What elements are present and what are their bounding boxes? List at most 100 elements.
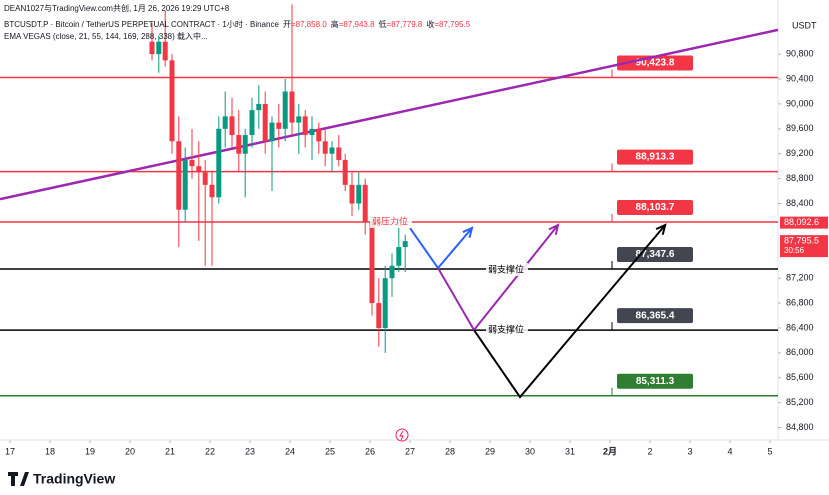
y-tick-label: 88,400 <box>786 198 814 208</box>
ohlc-value: 87,779.8 <box>391 20 423 29</box>
candle-body <box>269 122 275 142</box>
candle-body <box>182 159 188 210</box>
x-tick-label: 30 <box>525 446 535 456</box>
candle-body <box>156 41 162 55</box>
arrow-head <box>655 223 667 235</box>
x-tick-label: 20 <box>125 446 135 456</box>
level-label: 88,913.3 <box>636 152 675 163</box>
ohlc-key: 低 <box>378 20 387 29</box>
candle-body <box>229 116 235 136</box>
logo-mark <box>8 472 29 486</box>
level-label-box <box>617 199 693 215</box>
candle-body <box>236 135 242 154</box>
axis-price-label: 87,795.5 <box>784 236 819 246</box>
candle-body <box>149 41 155 55</box>
event-icon <box>395 428 409 442</box>
ohlc-eq: = <box>386 20 392 29</box>
candle-body <box>162 41 168 61</box>
x-tick-label: 18 <box>45 446 55 456</box>
ohlc-eq: = <box>434 20 439 29</box>
level-label-box <box>617 308 693 324</box>
candle-body <box>396 247 402 266</box>
x-tick-label: 2月 <box>603 446 617 456</box>
annotation-bg <box>370 215 412 228</box>
y-tick-label: 88,800 <box>786 173 814 183</box>
header-indicator: EMA VEGAS (close, 21, 55, 144, 169, 288,… <box>4 32 208 41</box>
candle-body <box>242 135 248 154</box>
candle-body <box>189 159 195 167</box>
ohlc-eq: = <box>290 20 296 29</box>
event-icon-bolt <box>399 430 404 441</box>
y-tick-label: 84,800 <box>786 422 814 432</box>
x-tick-label: 25 <box>325 446 335 456</box>
annotation-bg <box>486 323 528 336</box>
level-label: 88,103.7 <box>636 202 675 213</box>
candle-body <box>296 116 302 123</box>
level-label: 87,347.6 <box>636 249 675 260</box>
x-tick-label: 27 <box>405 446 415 456</box>
ohlc-value: 87,795.5 <box>439 20 471 29</box>
ohlc-key: 高 <box>330 20 339 29</box>
candle-body <box>176 141 182 210</box>
currency-label: USDT <box>792 20 817 30</box>
candle-body <box>276 122 282 129</box>
x-tick-label: 23 <box>245 446 255 456</box>
candle-body <box>262 103 268 142</box>
candle-body <box>282 91 288 129</box>
y-tick-label: 89,600 <box>786 123 814 133</box>
countdown: 30:56 <box>784 246 805 255</box>
x-tick-label: 21 <box>165 446 175 456</box>
candle-body <box>322 141 328 154</box>
y-tick-label: 89,200 <box>786 148 814 158</box>
ohlc-eq: = <box>338 20 344 29</box>
candle-body <box>402 241 408 248</box>
axis-price-box <box>780 216 828 229</box>
x-tick-label: 28 <box>445 446 455 456</box>
y-tick-label: 86,800 <box>786 297 814 307</box>
header-symbol: BTCUSDT.P · Bitcoin / TetherUS PERPETUAL… <box>4 19 470 30</box>
candle-body <box>382 278 388 328</box>
candle-body <box>209 184 215 198</box>
y-tick-label: 90,400 <box>786 73 814 83</box>
ohlc: 开=87,858.0 高=87,943.8 低=87,779.8 收=87,795.5 <box>279 20 470 29</box>
x-tick-label: 24 <box>285 446 295 456</box>
candle-body <box>169 60 175 142</box>
candle-body <box>216 128 222 198</box>
annotation: 弱支撑位 <box>488 323 524 334</box>
y-tick-label: 90,000 <box>786 98 814 108</box>
candle-body <box>329 147 335 154</box>
annotation: 弱压力位 <box>372 215 408 226</box>
candle-body <box>316 128 322 142</box>
ohlc-key: 收 <box>426 20 435 29</box>
candle-body <box>222 116 228 129</box>
candle-body <box>389 265 395 279</box>
candle-body <box>256 103 262 111</box>
level-label-box <box>617 373 693 389</box>
axis-price-box <box>780 235 828 258</box>
trendline <box>0 28 779 201</box>
candle-body <box>369 222 375 304</box>
x-tick-label: 26 <box>365 446 375 456</box>
level-label: 86,365.4 <box>636 310 675 321</box>
ohlc-value: 87,943.8 <box>343 20 375 29</box>
annotation: 弱支撑位 <box>488 263 524 274</box>
tv-logo: TradingView <box>8 471 115 487</box>
candle-body <box>362 184 368 223</box>
candle-body <box>289 91 295 123</box>
ohlc-key: 开 <box>282 20 291 29</box>
axis-price-label: 88,092.6 <box>784 217 819 227</box>
y-tick-label: 90,800 <box>786 49 814 59</box>
annotation-bg <box>486 263 528 276</box>
x-tick-label: 3 <box>687 446 692 456</box>
x-tick-label: 4 <box>727 446 732 456</box>
level-label: 85,311.3 <box>636 376 675 387</box>
symbol: BTCUSDT.P · Bitcoin / TetherUS PERPETUAL… <box>4 20 279 29</box>
candle-body <box>202 172 208 185</box>
header-line: DEAN1027与TradingView.com共创, 1月 26, 2026 … <box>4 4 230 13</box>
ohlc-value: 87,858.0 <box>295 20 327 29</box>
projection-path <box>473 224 666 399</box>
x-tick-label: 2 <box>647 446 652 456</box>
candle-body <box>342 159 348 185</box>
